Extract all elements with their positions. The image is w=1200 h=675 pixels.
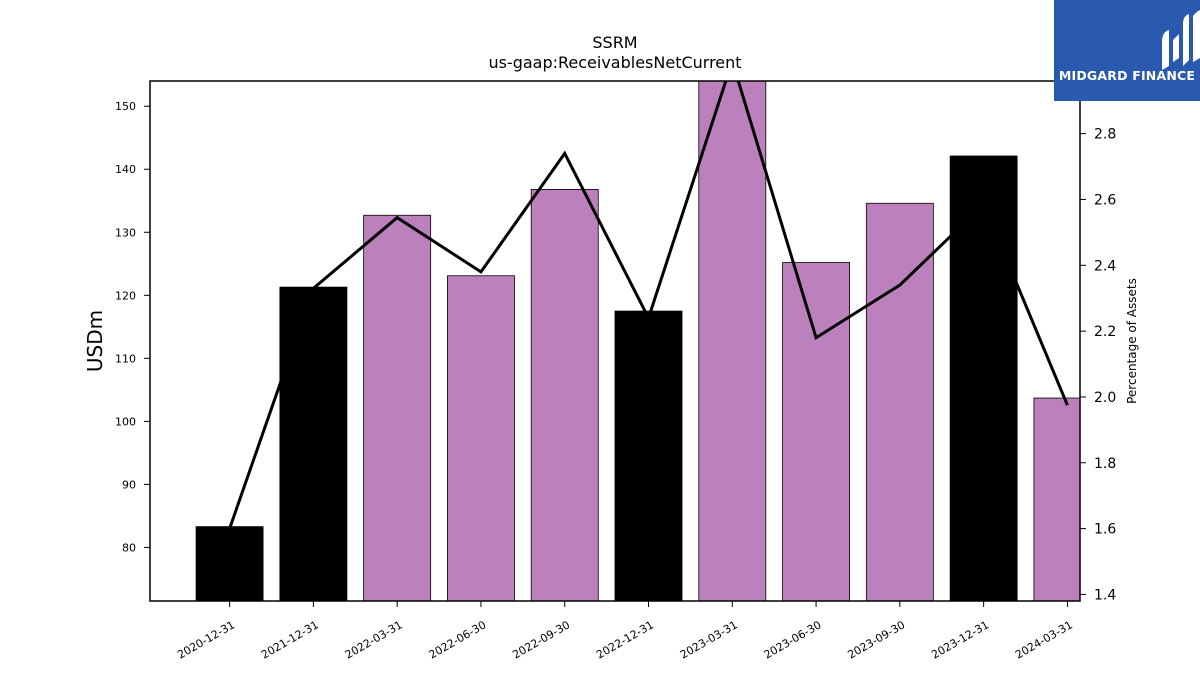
bar xyxy=(949,155,1018,601)
x-tick-label: 2023-09-30 xyxy=(845,618,907,661)
bar xyxy=(1033,397,1080,601)
bar xyxy=(279,286,348,601)
y2-tick-label: 2.2 xyxy=(1094,324,1116,340)
y2-axis-label: Percentage of Assets xyxy=(1125,278,1139,404)
bar xyxy=(865,202,934,601)
y2-tick-label: 2.0 xyxy=(1094,390,1116,406)
x-tick-label: 2020-12-31 xyxy=(175,618,237,661)
bar xyxy=(447,275,515,601)
x-tick-label: 2022-06-30 xyxy=(427,618,489,661)
bar-series xyxy=(195,81,1080,601)
x-tick-label: 2023-06-30 xyxy=(762,618,824,661)
line-series xyxy=(228,81,1069,530)
bar xyxy=(782,262,850,601)
x-tick-label: 2022-12-31 xyxy=(594,618,656,661)
x-tick-label: 2023-12-31 xyxy=(929,618,991,661)
bar xyxy=(614,310,683,601)
y2-tick-label: 2.6 xyxy=(1094,192,1116,208)
x-tick-label: 2021-12-31 xyxy=(259,618,321,661)
logo-mark-icon xyxy=(1162,10,1200,70)
plot-frame xyxy=(149,80,1081,602)
y-tick-label: 120 xyxy=(115,289,136,302)
y-axis-label: USDm xyxy=(83,310,107,372)
chart-title: SSRM xyxy=(592,33,637,52)
y-tick-label: 110 xyxy=(115,352,136,365)
y-tick-label: 130 xyxy=(115,226,136,239)
y-tick-label: 150 xyxy=(115,100,136,113)
y2-tick-label: 1.4 xyxy=(1094,587,1116,603)
x-tick-label: 2022-09-30 xyxy=(510,618,572,661)
logo-text: MIDGARD FINANCE xyxy=(1058,68,1196,83)
y2-tick-label: 1.8 xyxy=(1094,456,1116,472)
x-tick-label: 2022-03-31 xyxy=(343,618,405,661)
x-tick-label: 2023-03-31 xyxy=(678,618,740,661)
y-tick-label: 80 xyxy=(122,541,136,554)
y2-tick-label: 2.8 xyxy=(1094,127,1116,143)
y-tick-label: 140 xyxy=(115,163,136,176)
y-tick-label: 90 xyxy=(122,478,136,491)
y-tick-label: 100 xyxy=(115,415,136,428)
bar xyxy=(698,81,767,601)
y2-tick-label: 1.6 xyxy=(1094,522,1116,538)
bar xyxy=(195,526,264,601)
bar xyxy=(363,214,432,601)
line-path xyxy=(228,81,1069,530)
y2-tick-label: 2.4 xyxy=(1094,258,1116,274)
chart-subtitle: us-gaap:ReceivablesNetCurrent xyxy=(488,53,741,72)
x-tick-label: 2024-03-31 xyxy=(1013,618,1075,661)
brand-logo: MIDGARD FINANCE xyxy=(1054,0,1200,101)
bar xyxy=(530,189,599,601)
